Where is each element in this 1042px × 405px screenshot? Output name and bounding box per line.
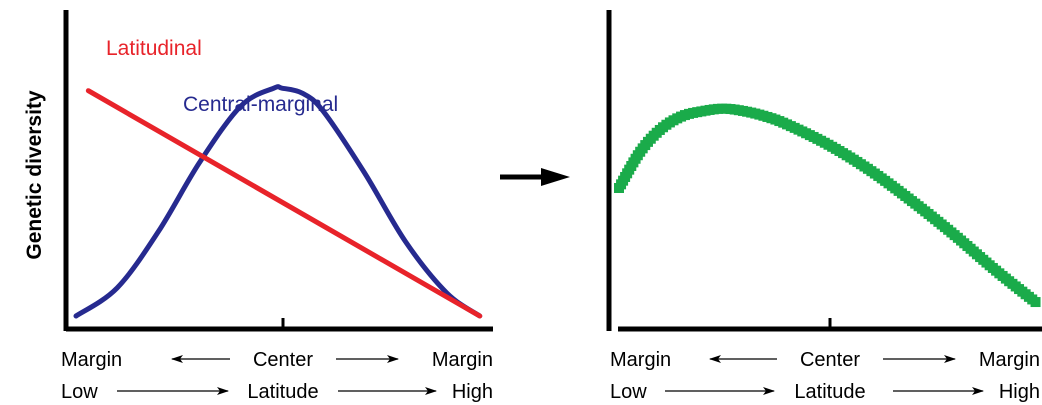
series-line-central-marginal [73,84,483,319]
right-row2-right: High [999,381,1040,403]
left-row2-center: Latitude [247,381,318,403]
right-row1-left: Margin [610,349,671,371]
series-line-latitudinal [85,88,483,319]
right-row1-center: Center [800,349,860,371]
right-row2-center: Latitude [794,381,865,403]
left-row1-right: Margin [432,349,493,371]
series-label-latitudinal: Latitudinal [106,37,202,60]
left-row2-left: Low [61,381,98,403]
left-row2-right: High [452,381,493,403]
left-chart: Latitudinal Central-marginal Margin Cent… [61,10,493,403]
right-row1-right: Margin [979,349,1040,371]
left-row1-left: Margin [61,349,122,371]
right-row2-left: Low [610,381,647,403]
y-axis-label: Genetic diversity [23,90,46,260]
scatter-point [1030,297,1041,308]
right-chart: Margin Center Margin Low Latitude High [606,10,1042,403]
left-row1-center: Center [253,349,313,371]
right-arrow-icon [500,168,570,186]
series-label-central-marginal: Central-marginal [183,93,338,116]
